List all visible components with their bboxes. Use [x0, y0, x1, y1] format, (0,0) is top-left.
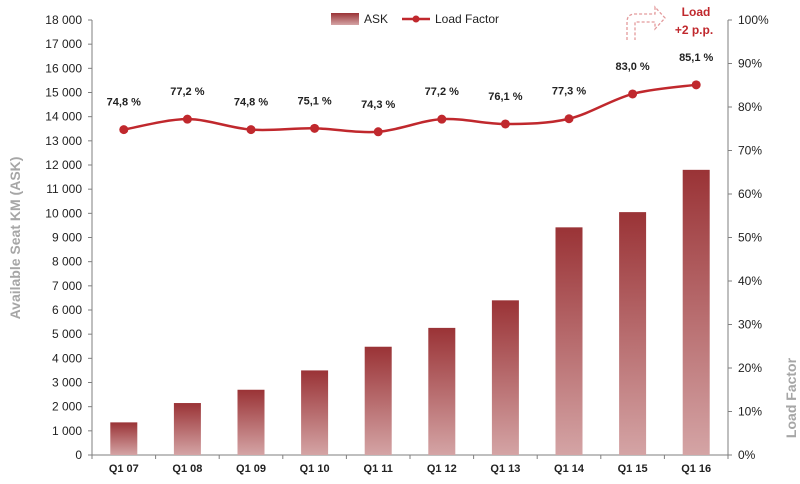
left-tick-label: 16 000 [45, 61, 82, 75]
ask-bar [428, 327, 456, 455]
right-tick-label: 100% [738, 13, 769, 27]
left-tick-label: 7 000 [52, 279, 82, 293]
load-factor-point [437, 114, 447, 124]
load-factor-labels: 74,8 % 77,2 % 74,8 % 75,1 % 74,3 % 77,2 % 76,1… [107, 52, 714, 111]
x-tick-label: Q1 12 [427, 463, 457, 475]
load-factor-point [628, 89, 638, 99]
load-factor-point [373, 127, 383, 137]
legend-load-factor-label: Load Factor [435, 12, 499, 26]
left-tick-label: 11 000 [46, 182, 82, 196]
load-factor-point [310, 123, 320, 133]
ask-bar [301, 370, 329, 455]
left-axis-title: Available Seat KM (ASK) [7, 157, 23, 320]
ask-bar [110, 422, 138, 455]
right-tick-label: 0% [738, 448, 756, 462]
right-tick-label: 50% [738, 231, 762, 245]
load-factor-data-label: 77,2 % [425, 86, 459, 98]
load-factor-point [119, 125, 129, 135]
legend-load-factor-marker [412, 15, 420, 23]
ask-bars [110, 169, 710, 456]
left-tick-label: 13 000 [45, 134, 82, 148]
right-tick-label: 70% [738, 144, 762, 158]
right-tick-label: 90% [738, 57, 762, 71]
x-tick-label: Q1 15 [618, 463, 648, 475]
left-axis-ticks: 0 1 000 2 000 3 000 4 000 5 000 6 000 7 000 8 00… [45, 13, 92, 462]
left-tick-label: 8 000 [52, 255, 82, 269]
ask-bar [491, 300, 519, 455]
load-factor-data-label: 77,2 % [170, 86, 204, 98]
load-factor-data-label: 74,3 % [361, 99, 395, 111]
x-tick-label: Q1 09 [236, 463, 266, 475]
load-factor-point [246, 125, 256, 135]
legend-ask-swatch [331, 13, 359, 25]
ask-bar [555, 227, 583, 455]
ask-bar [237, 389, 265, 455]
annotation-line2: +2 p.p. [675, 23, 713, 37]
x-tick-label: Q1 13 [490, 463, 520, 475]
right-tick-label: 60% [738, 187, 762, 201]
right-tick-label: 20% [738, 361, 762, 375]
left-tick-label: 2 000 [52, 400, 82, 414]
x-tick-label: Q1 14 [554, 463, 585, 475]
right-tick-label: 40% [738, 274, 762, 288]
load-annotation: Load +2 p.p. [626, 5, 713, 40]
load-factor-line [123, 83, 697, 134]
ask-bar [173, 403, 201, 455]
left-tick-label: 15 000 [45, 86, 82, 100]
x-tick-label: Q1 10 [300, 463, 330, 475]
left-tick-label: 14 000 [45, 110, 82, 124]
load-factor-point [500, 119, 510, 129]
left-tick-label: 1 000 [52, 424, 82, 438]
load-factor-series [119, 80, 701, 137]
x-tick-label: Q1 08 [172, 463, 202, 475]
left-tick-label: 0 [75, 448, 82, 462]
x-axis-ticks: Q1 07 Q1 08 Q1 09 Q1 10 Q1 11 Q1 12 Q1 13 Q1 14… [91, 455, 729, 475]
left-tick-label: 9 000 [52, 231, 82, 245]
load-factor-data-label: 75,1 % [297, 95, 331, 107]
load-factor-data-label: 74,8 % [107, 97, 141, 109]
left-tick-label: 18 000 [45, 13, 82, 27]
ask-bar [682, 169, 710, 456]
x-tick-label: Q1 16 [681, 463, 711, 475]
ask-bar [619, 212, 647, 455]
legend: ASK Load Factor [331, 12, 499, 26]
load-factor-point [564, 114, 574, 124]
load-factor-data-label: 74,8 % [234, 97, 268, 109]
left-tick-label: 6 000 [52, 303, 82, 317]
x-tick-label: Q1 07 [109, 463, 139, 475]
left-tick-label: 5 000 [52, 327, 82, 341]
left-tick-label: 10 000 [45, 206, 82, 220]
right-tick-label: 80% [738, 100, 762, 114]
x-tick-label: Q1 11 [364, 463, 393, 475]
load-factor-data-label: 83,0 % [615, 61, 649, 73]
load-factor-point [182, 114, 192, 124]
load-factor-data-label: 77,3 % [552, 86, 586, 98]
left-tick-label: 12 000 [45, 158, 82, 172]
annotation-line1: Load [682, 5, 711, 19]
left-tick-label: 3 000 [52, 376, 82, 390]
ask-bar [364, 346, 392, 455]
load-factor-point [691, 80, 701, 90]
right-tick-label: 30% [738, 318, 762, 332]
left-tick-label: 4 000 [52, 351, 82, 365]
legend-ask-label: ASK [364, 12, 388, 26]
load-factor-data-label: 85,1 % [679, 52, 713, 64]
load-factor-data-label: 76,1 % [488, 91, 522, 103]
right-tick-label: 10% [738, 405, 762, 419]
left-tick-label: 17 000 [45, 37, 82, 51]
annotation-arrow-icon [626, 5, 666, 40]
right-axis-title: Load Factor [783, 357, 799, 438]
right-axis-ticks: 0% 10% 20% 30% 40% 50% 60% 70% 80% 90% 100% [728, 13, 769, 462]
